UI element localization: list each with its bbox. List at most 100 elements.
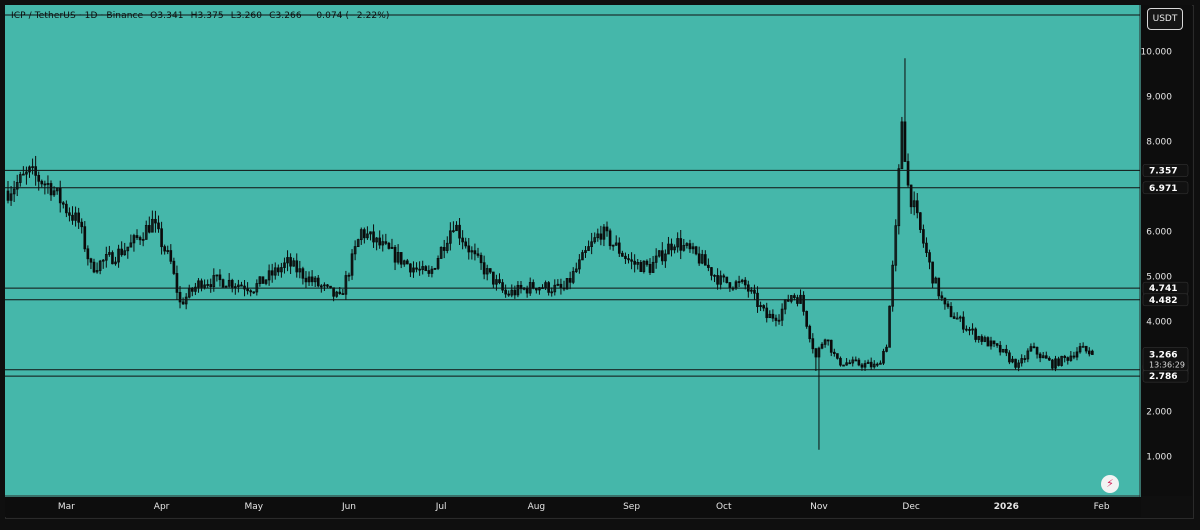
price-tick-label: 8.000 <box>1146 138 1172 148</box>
candle-body <box>531 282 535 289</box>
candle-body <box>958 316 962 319</box>
candle-body <box>955 317 959 320</box>
candle-body <box>320 285 323 288</box>
candle-body <box>172 260 176 274</box>
candle-body <box>900 121 904 170</box>
candle-body <box>46 183 50 185</box>
candle-body <box>820 343 824 349</box>
candle-body <box>132 235 136 244</box>
candle-body <box>501 282 504 291</box>
price-axis[interactable]: 1.0002.0003.0004.0005.0006.0007.0008.000… <box>1141 5 1193 496</box>
candle-body <box>409 263 412 273</box>
candle-body <box>826 339 830 342</box>
candle-body <box>375 237 378 243</box>
candle-body <box>366 233 369 239</box>
candle-body <box>406 260 409 265</box>
candle-body <box>1001 348 1005 353</box>
candle-body <box>691 246 695 250</box>
candle-body <box>249 290 252 293</box>
candle-body <box>356 239 360 248</box>
candle-body <box>587 246 590 251</box>
candle-body <box>154 218 157 224</box>
candle-body <box>452 230 455 233</box>
candle-body <box>624 255 627 260</box>
candle-body <box>621 252 624 257</box>
candle-body <box>316 277 320 287</box>
candle-body <box>80 221 84 228</box>
candle-body <box>485 268 489 275</box>
current-price-box <box>1142 347 1189 371</box>
candle-body <box>261 276 265 284</box>
level-price-tag: 4.741 <box>1149 284 1177 294</box>
candle-body <box>891 264 895 307</box>
candle-body <box>22 173 25 176</box>
candle-body <box>753 289 756 294</box>
candle-body <box>808 325 812 340</box>
candle-body <box>230 279 234 288</box>
time-axis[interactable]: Mar Apr May Jun Jul Aug Sep Oct Nov Dec 2026 Feb <box>5 497 1141 517</box>
plot-area[interactable] <box>5 5 1141 517</box>
candle-body <box>854 359 858 362</box>
price-tick-label: 6.000 <box>1146 228 1172 238</box>
candle-body <box>639 261 643 272</box>
time-tick-label: Dec <box>902 502 919 512</box>
candle-body <box>823 339 827 345</box>
candle-body <box>111 252 114 265</box>
symbol-legend[interactable]: ICP / TetherUS · 1D · Binance O3.341 H3.… <box>11 11 394 21</box>
candle-body <box>203 284 206 288</box>
candle-body <box>117 248 120 263</box>
candle-body <box>802 294 805 312</box>
candle-body <box>58 187 62 204</box>
price-tick-label: 4.000 <box>1146 318 1172 328</box>
candle-body <box>977 336 981 340</box>
candle-body <box>258 276 262 285</box>
candle-body <box>178 291 182 303</box>
candle-body <box>974 328 977 340</box>
candle-body <box>1069 355 1073 361</box>
candle-body <box>676 238 679 248</box>
candle-body <box>931 261 934 284</box>
candle-body <box>298 268 302 273</box>
candle-body <box>700 254 704 264</box>
candle-body <box>476 253 480 256</box>
candle-body <box>922 229 925 244</box>
candle-body <box>697 253 701 264</box>
candle-body <box>642 260 646 272</box>
candle-body <box>836 353 839 359</box>
time-tick-label: May <box>244 502 263 512</box>
candle-body <box>396 252 400 263</box>
candle-body <box>1008 352 1011 363</box>
candle-body <box>866 361 870 364</box>
candle-body <box>329 285 332 289</box>
candle-body <box>160 228 163 248</box>
symbol-title[interactable]: ICP / TetherUS · 1D · Binance <box>11 11 144 21</box>
candle-body <box>445 242 449 251</box>
candle-body <box>654 255 658 263</box>
candle-body <box>1081 345 1085 348</box>
tradingview-logo-icon[interactable]: ⚡ <box>1101 475 1119 493</box>
candle-body <box>593 237 597 243</box>
candle-body <box>710 267 713 276</box>
candle-body <box>206 284 209 286</box>
candle-body <box>829 339 833 353</box>
candle-body <box>442 246 446 251</box>
price-axis-background <box>1141 5 1192 496</box>
candle-body <box>611 244 615 247</box>
candle-body <box>402 260 406 265</box>
time-tick-label: Aug <box>528 502 546 512</box>
candle-body <box>233 286 237 289</box>
candle-body <box>65 203 68 214</box>
candle-body <box>811 338 815 350</box>
candle-body <box>181 301 185 305</box>
candle-body <box>777 319 781 322</box>
time-axis-background <box>5 497 1141 517</box>
candle-body <box>934 277 938 284</box>
candle-body <box>338 291 342 294</box>
candle-body <box>129 242 133 248</box>
candle-body <box>464 241 468 247</box>
quote-currency-button[interactable]: USDT <box>1147 8 1183 30</box>
candle-body <box>940 295 944 299</box>
candle-body <box>1087 350 1091 355</box>
candle-body <box>667 243 670 255</box>
